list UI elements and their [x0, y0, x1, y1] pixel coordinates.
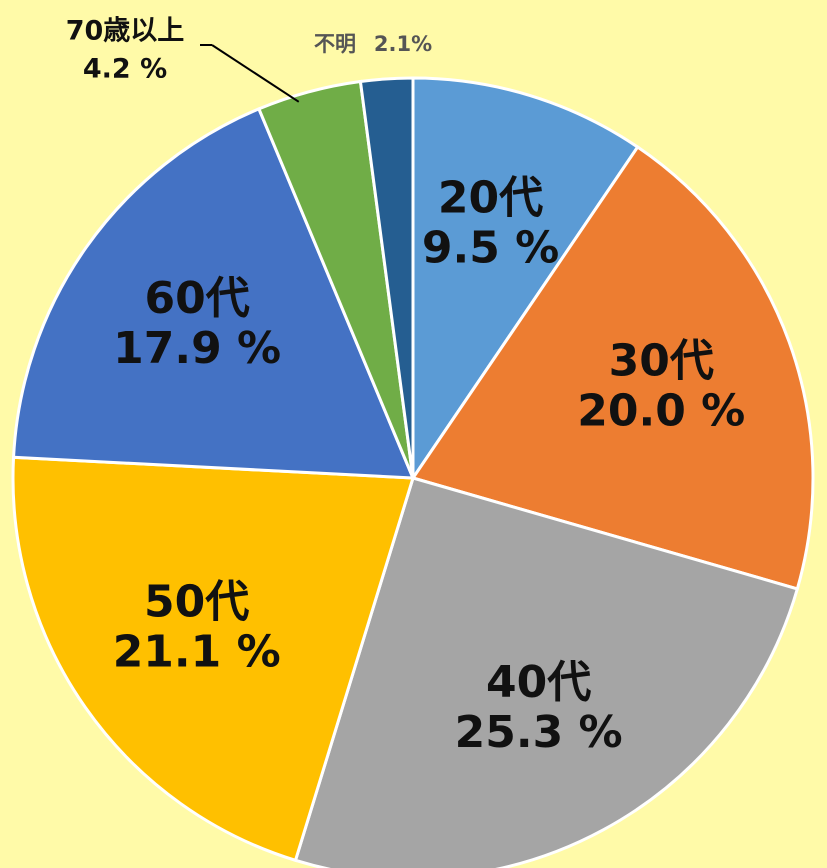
leader-line	[212, 45, 299, 102]
slice-category-label: 30代	[609, 335, 714, 386]
slice-category-label: 60代	[145, 273, 250, 324]
slice-value-label: 25.3 %	[455, 707, 623, 758]
slice-category-label: 20代	[438, 173, 543, 224]
slice-value-label: 4.2 %	[83, 54, 167, 85]
slice-value-label: 17.9 %	[113, 323, 281, 374]
slice-value-label: 2.1%	[374, 32, 432, 56]
slice-category-label: 70歳以上	[66, 16, 185, 47]
slice-value-label: 21.1 %	[113, 626, 281, 677]
slice-value-label: 20.0 %	[577, 385, 745, 436]
slice-value-label: 9.5 %	[422, 223, 559, 274]
chart: 20代9.5 % 30代20.0 % 40代25.3 % 50代21.1 % 60代17…	[0, 0, 827, 868]
slice-category-label: 40代	[486, 657, 591, 708]
slice-category-label: 不明	[314, 32, 356, 56]
slice-category-label: 50代	[144, 576, 249, 627]
